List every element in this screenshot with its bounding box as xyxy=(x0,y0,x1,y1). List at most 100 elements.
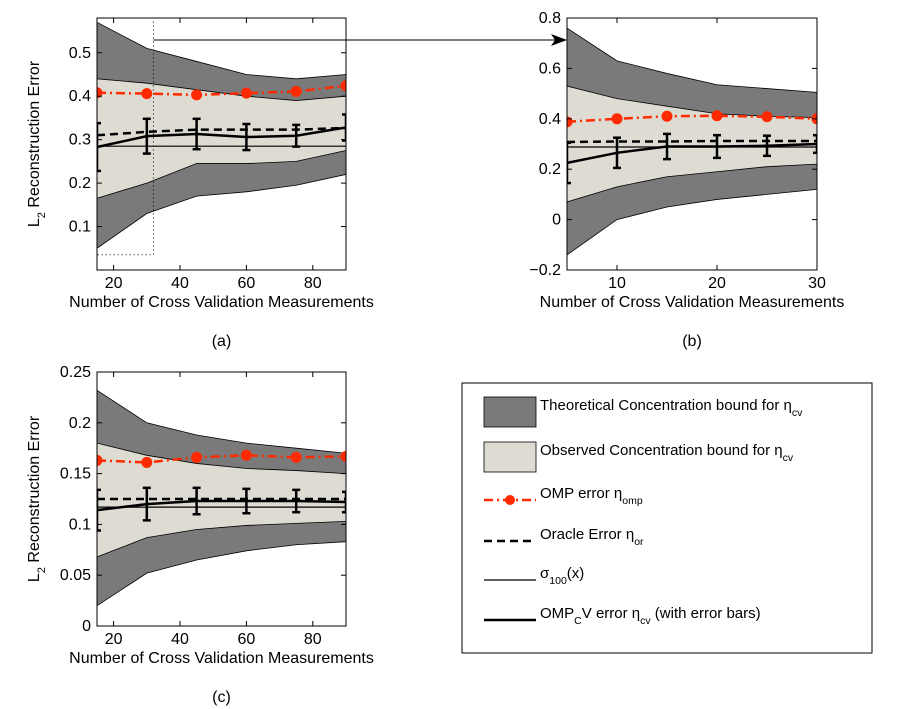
legend: Theoretical Concentration bound for ηcv O… xyxy=(461,382,873,654)
cv-error-bar xyxy=(142,486,151,522)
zoom-arrow-head xyxy=(551,34,567,46)
y-tick-label: −0.2 xyxy=(529,262,561,279)
cv-line xyxy=(97,126,346,149)
x-axis-label: Number of Cross Validation Measurements xyxy=(540,294,845,311)
omp-point xyxy=(240,449,252,461)
legend-box xyxy=(461,382,873,654)
y-tick-label: 0.25 xyxy=(60,364,91,381)
y-tick-label: 0.1 xyxy=(69,219,91,236)
x-tick-label: 60 xyxy=(238,275,256,292)
cv-error-bar xyxy=(713,133,721,160)
cv-error-bar xyxy=(97,488,101,532)
axes-frame xyxy=(566,17,818,271)
omp-point xyxy=(340,450,346,462)
y-tick-label: 0.2 xyxy=(539,161,561,178)
y-tick-label: 0.15 xyxy=(60,466,91,483)
x-tick-label: 20 xyxy=(708,275,726,292)
omp-point xyxy=(290,451,302,463)
legend-label-observed: Observed Concentration bound for ηcv xyxy=(540,442,794,464)
oracle-line xyxy=(97,126,346,137)
legend-label-oracle: Oracle Error ηor xyxy=(540,526,644,548)
y-tick-label: 0.4 xyxy=(69,88,91,105)
cv-error-bar xyxy=(663,132,671,161)
legend-label-cv: OMPCV error ηcv (with error bars) xyxy=(540,605,761,627)
omp-point xyxy=(141,88,153,100)
cv-error-bar xyxy=(567,141,571,185)
x-tick-label: 40 xyxy=(171,275,189,292)
plot-b: 10 20 30 −0.2 0 0.2 0.4 0.6 0.8 Number of Cross V… xyxy=(529,10,844,350)
y-tick-label: 0 xyxy=(552,212,561,229)
omp-point xyxy=(567,116,573,128)
legend-swatch-theoretical xyxy=(483,396,537,428)
omp-point xyxy=(611,113,623,125)
omp-point xyxy=(240,87,252,99)
x-tick-label: 10 xyxy=(608,275,626,292)
x-axis-label: Number of Cross Validation Measurements xyxy=(69,650,374,667)
y-tick-label: 0.5 xyxy=(69,45,91,62)
y-tick-label: 0.1 xyxy=(69,516,91,533)
subplot-caption: (c) xyxy=(212,689,231,706)
x-tick-label: 20 xyxy=(105,275,123,292)
cv-error-bar xyxy=(613,136,621,170)
omp-point xyxy=(661,110,673,122)
omp-line xyxy=(567,114,817,124)
y-tick-label: 0.3 xyxy=(69,132,91,149)
plot-c: 20 40 60 80 0 0.05 0.1 0.15 0.2 0.25 Number of Cro… xyxy=(26,364,374,706)
y-tick-label: 0.2 xyxy=(69,415,91,432)
cv-error-bar xyxy=(292,123,301,148)
y-tick-label: 0.6 xyxy=(539,60,561,77)
zoom-arrow xyxy=(153,34,567,46)
x-tick-label: 30 xyxy=(808,275,826,292)
omp-point xyxy=(191,89,203,101)
omp-line xyxy=(97,454,346,464)
cv-line xyxy=(567,142,817,165)
y-tick-label: 0.8 xyxy=(539,10,561,27)
subplot-caption: (b) xyxy=(682,333,702,350)
omp-point xyxy=(191,451,203,463)
y-tick-label: 0.05 xyxy=(60,567,91,584)
x-tick-label: 40 xyxy=(171,631,189,648)
x-tick-label: 80 xyxy=(304,275,322,292)
y-axis-label: L2 Reconstruction Error xyxy=(26,60,48,227)
cv-error-bar xyxy=(763,134,771,158)
cv-error-bar xyxy=(292,488,301,514)
y-tick-label: 0.2 xyxy=(69,175,91,192)
omp-point xyxy=(97,87,103,99)
omp-point xyxy=(141,456,153,468)
cv-line xyxy=(97,499,346,512)
oracle-line xyxy=(567,139,817,144)
legend-swatch-observed xyxy=(483,441,537,473)
cv-error-bar xyxy=(192,117,201,151)
cv-error-bar xyxy=(97,121,101,173)
plot-a: 20 40 60 80 0.1 0.2 0.3 0.4 0.5 Number of Cross V… xyxy=(26,17,374,350)
legend-label-omp: OMP error ηomp xyxy=(540,485,643,507)
legend-swatch-omp xyxy=(484,495,536,505)
x-tick-label: 20 xyxy=(105,631,123,648)
axes-frame xyxy=(96,371,347,627)
omp-point xyxy=(711,110,723,122)
subplot-caption: (a) xyxy=(212,333,232,350)
omp-point xyxy=(290,85,302,97)
x-tick-label: 80 xyxy=(304,631,322,648)
omp-point xyxy=(97,454,103,466)
x-axis-label: Number of Cross Validation Measurements xyxy=(69,294,374,311)
omp-line xyxy=(97,84,346,97)
omp-point xyxy=(340,80,346,92)
cv-error-bar xyxy=(242,122,251,152)
cv-error-bar xyxy=(342,113,346,142)
zoom-region-box xyxy=(96,17,154,256)
cv-error-bar xyxy=(142,117,151,155)
legend-label-theoretical: Theoretical Concentration bound for ηcv xyxy=(540,397,803,419)
cv-error-bar xyxy=(813,133,817,155)
y-axis-label: L2 Reconstruction Error xyxy=(26,415,48,582)
observed-band xyxy=(567,85,817,203)
cv-error-bar xyxy=(342,490,346,514)
y-tick-label: 0.4 xyxy=(539,111,561,128)
cv-error-bar xyxy=(192,486,201,516)
x-tick-label: 60 xyxy=(238,631,256,648)
cv-error-bar xyxy=(242,487,251,515)
omp-point xyxy=(761,111,773,123)
legend-label-sigma: σ100(x) xyxy=(540,565,584,587)
y-tick-label: 0 xyxy=(82,618,91,635)
